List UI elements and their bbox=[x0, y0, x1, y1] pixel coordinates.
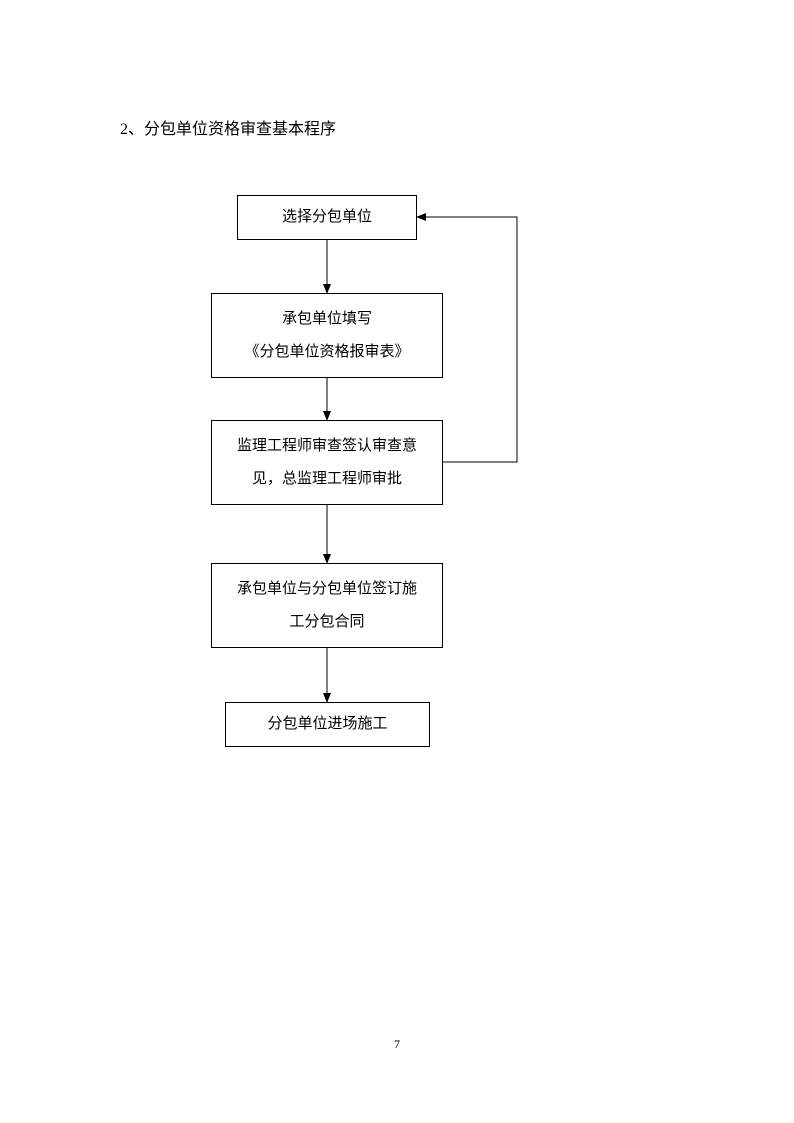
flow-node-text: 《分包单位资格报审表》 bbox=[244, 336, 409, 369]
flow-node-n2: 承包单位填写《分包单位资格报审表》 bbox=[211, 293, 443, 378]
flow-node-text: 工分包合同 bbox=[289, 606, 364, 639]
page-title: 2、分包单位资格审查基本程序 bbox=[120, 115, 336, 139]
flow-node-text: 监理工程师审查签认审查意 bbox=[237, 430, 417, 463]
flow-node-n3: 监理工程师审查签认审查意见，总监理工程师审批 bbox=[211, 420, 443, 505]
flow-node-text: 承包单位与分包单位签订施 bbox=[237, 573, 417, 606]
flow-node-n1: 选择分包单位 bbox=[237, 195, 417, 240]
flow-node-text: 分包单位进场施工 bbox=[267, 708, 387, 741]
flowchart-lines bbox=[0, 0, 794, 1123]
flow-node-text: 选择分包单位 bbox=[282, 201, 372, 234]
flow-node-text: 见，总监理工程师审批 bbox=[252, 463, 402, 496]
flow-node-text: 承包单位填写 bbox=[282, 303, 372, 336]
page-number: 7 bbox=[394, 1037, 400, 1052]
flow-node-n4: 承包单位与分包单位签订施工分包合同 bbox=[211, 563, 443, 648]
flow-node-n5: 分包单位进场施工 bbox=[225, 702, 430, 747]
